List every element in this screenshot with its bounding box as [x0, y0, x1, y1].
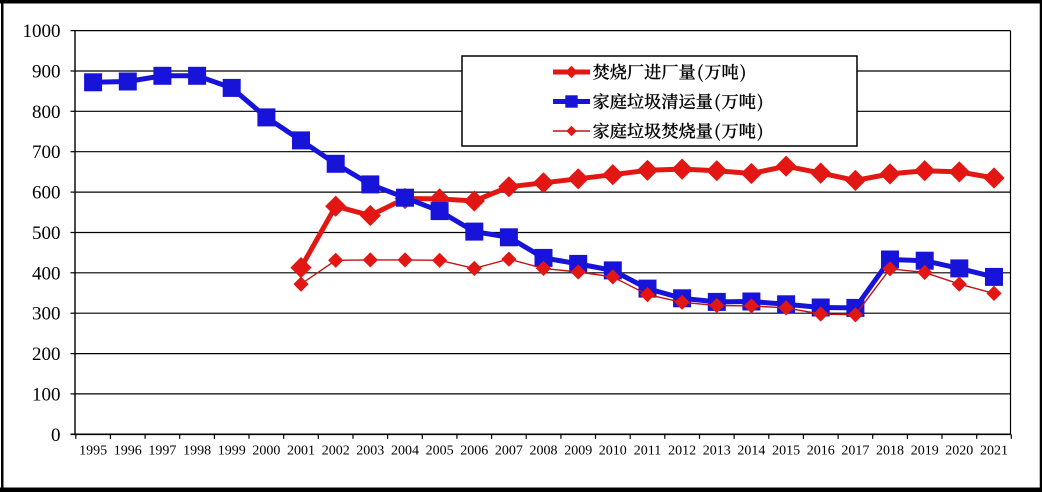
svg-text:200: 200 [32, 344, 61, 365]
svg-text:2005: 2005 [426, 444, 454, 459]
svg-text:400: 400 [32, 263, 61, 284]
svg-text:0: 0 [51, 425, 61, 446]
svg-text:2006: 2006 [460, 444, 488, 459]
svg-text:2007: 2007 [495, 444, 523, 459]
svg-text:800: 800 [32, 102, 61, 123]
svg-text:1997: 1997 [148, 444, 176, 459]
svg-text:100: 100 [32, 384, 61, 405]
svg-text:2008: 2008 [530, 444, 558, 459]
svg-text:2014: 2014 [737, 444, 765, 459]
svg-text:2017: 2017 [841, 444, 869, 459]
svg-text:2015: 2015 [772, 444, 800, 459]
svg-text:1000: 1000 [23, 21, 61, 42]
svg-text:2002: 2002 [322, 444, 350, 459]
svg-text:1996: 1996 [114, 444, 142, 459]
svg-text:2003: 2003 [356, 444, 384, 459]
svg-text:2012: 2012 [668, 444, 696, 459]
svg-text:300: 300 [32, 304, 61, 325]
svg-text:2009: 2009 [564, 444, 592, 459]
svg-text:1995: 1995 [79, 444, 107, 459]
svg-text:2010: 2010 [599, 444, 627, 459]
svg-text:2000: 2000 [252, 444, 280, 459]
svg-text:2004: 2004 [391, 444, 419, 459]
svg-text:2013: 2013 [703, 444, 731, 459]
svg-text:900: 900 [32, 62, 61, 83]
svg-text:2011: 2011 [634, 444, 661, 459]
svg-text:1999: 1999 [218, 444, 246, 459]
svg-text:2016: 2016 [807, 444, 835, 459]
svg-text:2020: 2020 [945, 444, 973, 459]
svg-text:2018: 2018 [876, 444, 904, 459]
svg-text:500: 500 [32, 223, 61, 244]
svg-text:2019: 2019 [911, 444, 939, 459]
svg-text:2021: 2021 [980, 444, 1008, 459]
svg-text:2001: 2001 [287, 444, 315, 459]
svg-text:700: 700 [32, 142, 61, 163]
svg-text:1998: 1998 [183, 444, 211, 459]
svg-text:600: 600 [32, 183, 61, 204]
